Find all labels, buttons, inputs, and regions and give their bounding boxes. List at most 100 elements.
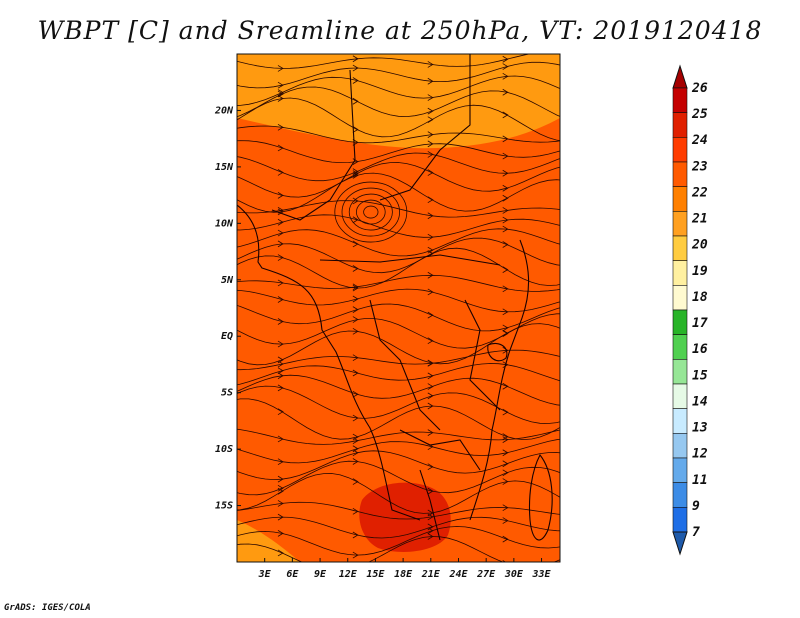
streamline xyxy=(237,228,560,257)
streamline xyxy=(237,54,531,69)
streamline-arrow xyxy=(352,449,359,457)
colorbar-swatch xyxy=(672,408,688,434)
x-tick-label: 9E xyxy=(314,569,327,580)
streamline xyxy=(237,450,560,481)
y-tick-label: EQ xyxy=(221,331,233,342)
streamline-arrow xyxy=(502,216,509,224)
streamline-arrow xyxy=(352,172,359,179)
vortex-streamline xyxy=(341,187,401,237)
streamline-arrow xyxy=(427,429,434,436)
streamline xyxy=(237,438,560,464)
border-e xyxy=(399,429,481,471)
map-plot-area xyxy=(237,54,560,562)
streamline-arrow xyxy=(502,408,509,416)
streamline-arrow xyxy=(427,311,434,319)
streamline-arrow xyxy=(502,88,509,96)
streamline-arrow xyxy=(352,551,359,559)
streamline-arrow xyxy=(352,197,359,205)
colorbar-label: 11 xyxy=(692,473,708,488)
colorbar-label: 14 xyxy=(692,394,708,409)
colorbar-swatch xyxy=(672,211,688,237)
colorbar-label: 24 xyxy=(691,133,708,148)
streamline-arrow xyxy=(277,81,284,89)
y-tick-label: 15N xyxy=(215,162,234,173)
streamline-arrow xyxy=(352,507,359,515)
streamline-arrow xyxy=(352,369,359,377)
streamline-arrow xyxy=(277,408,284,416)
streamline-arrow xyxy=(277,367,284,375)
vortex-streamline xyxy=(356,199,386,225)
streamline-arrow xyxy=(502,436,509,443)
streamline xyxy=(237,473,560,514)
streamline-arrow xyxy=(502,560,507,562)
colorbar-swatch xyxy=(672,260,688,286)
colorbar-swatch xyxy=(672,235,688,261)
border-g xyxy=(464,299,501,411)
vortex-streamline xyxy=(363,205,379,219)
streamline-arrow xyxy=(427,463,434,471)
streamline-arrow xyxy=(502,169,509,177)
colorbar-swatch xyxy=(672,359,688,385)
y-tick-label: 5S xyxy=(221,388,233,399)
streamline-arrow xyxy=(502,382,509,390)
streamline-arrow xyxy=(427,383,434,390)
streamline-arrow xyxy=(427,527,434,535)
x-tick-label: 30E xyxy=(504,569,524,580)
streamline-arrow xyxy=(427,107,434,115)
streamline-arrow xyxy=(502,449,509,457)
colorbar-swatch xyxy=(672,457,688,483)
colorbar-label: 20 xyxy=(691,238,708,253)
streamline-arrow xyxy=(502,152,509,160)
y-tick-label: 5N xyxy=(221,275,234,286)
colorbar-swatch xyxy=(672,112,688,138)
streamline-arrow xyxy=(502,135,509,143)
x-tick-label: 6E xyxy=(286,569,299,580)
streamline-arrow xyxy=(352,97,359,105)
streamline-arrow xyxy=(427,533,434,540)
streamline-arrow xyxy=(502,324,509,332)
streamline-arrow xyxy=(427,337,434,345)
y-tick-label: 15S xyxy=(215,501,233,512)
y-tick-label: 10S xyxy=(215,444,233,455)
streamline-arrow xyxy=(502,184,509,192)
streamline-arrow xyxy=(427,288,434,296)
streamline xyxy=(237,460,560,496)
streamline xyxy=(237,75,560,106)
streamline-arrow xyxy=(277,372,284,380)
streamline-arrow xyxy=(277,192,284,199)
warm-core-southern-africa xyxy=(359,482,451,552)
streamline-arrow xyxy=(352,295,359,303)
streamline-arrow xyxy=(352,458,359,465)
x-tick-label: 15E xyxy=(366,569,385,580)
streamline xyxy=(237,214,560,238)
colorbar-label: 9 xyxy=(692,499,700,514)
streamline-arrow xyxy=(352,531,359,539)
streamline-arrow xyxy=(502,329,509,337)
streamline-arrow xyxy=(352,170,359,177)
streamline xyxy=(237,374,560,406)
colorbar-swatch xyxy=(672,285,688,311)
grads-credit: GrADS: IGES/COLA xyxy=(4,603,91,613)
streamline xyxy=(237,526,560,556)
streamline-arrow xyxy=(352,283,359,291)
streamline-arrow xyxy=(502,460,509,468)
colorbar-swatch xyxy=(672,383,688,409)
streamline-arrow xyxy=(277,144,284,152)
streamlines xyxy=(237,54,560,562)
streamline-arrow xyxy=(427,372,434,380)
streamline xyxy=(237,247,560,289)
vortex-streamline xyxy=(348,193,393,231)
streamline xyxy=(237,61,560,89)
streamline-arrow xyxy=(502,346,509,354)
streamline-arrow xyxy=(352,64,359,72)
streamline-arrow xyxy=(502,72,509,80)
x-tick-label: 27E xyxy=(476,569,496,580)
cooler-band-southwest xyxy=(237,520,300,562)
streamline xyxy=(237,501,560,520)
x-tick-label: 21E xyxy=(421,569,441,580)
vortex-streamline xyxy=(334,181,408,243)
streamline-arrow xyxy=(427,140,434,148)
streamline xyxy=(237,200,560,218)
streamline xyxy=(237,274,560,292)
